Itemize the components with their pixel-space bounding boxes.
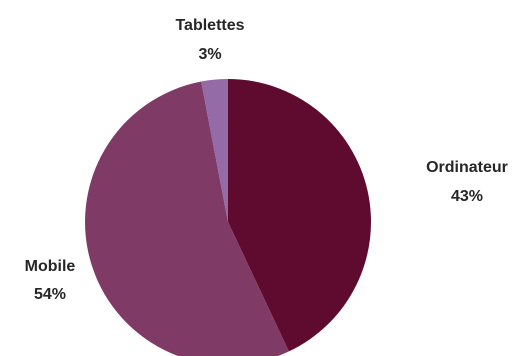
slice-name-label-tablettes: Tablettes	[175, 17, 244, 34]
pie-slice-mobile	[85, 81, 289, 356]
pie-slice-tablettes	[201, 79, 228, 222]
pie-labels: Ordinateur 43% Mobile 54% Tablettes 3%	[25, 17, 508, 303]
slice-value-label-ordinateur: 43%	[451, 188, 483, 205]
slice-name-label-ordinateur: Ordinateur	[426, 159, 508, 176]
slice-value-label-tablettes: 3%	[198, 46, 221, 63]
slice-value-label-mobile: 54%	[34, 286, 66, 303]
pie-slice-ordinateur	[228, 79, 372, 352]
slice-name-label-mobile: Mobile	[25, 258, 76, 275]
pie-slices	[85, 79, 372, 356]
